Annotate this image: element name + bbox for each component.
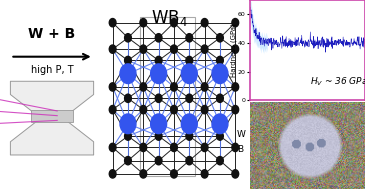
Circle shape — [201, 143, 208, 152]
Circle shape — [155, 34, 162, 42]
Circle shape — [124, 56, 131, 65]
Polygon shape — [10, 81, 93, 117]
Circle shape — [124, 156, 131, 165]
Circle shape — [170, 83, 177, 91]
Circle shape — [181, 64, 197, 84]
Circle shape — [212, 64, 228, 84]
Circle shape — [212, 114, 228, 134]
Text: $H_V$ ~ 36 GPa: $H_V$ ~ 36 GPa — [310, 76, 365, 88]
Circle shape — [216, 56, 223, 65]
Circle shape — [186, 132, 193, 140]
Circle shape — [140, 143, 147, 152]
Circle shape — [232, 45, 239, 53]
Text: WB$_4$: WB$_4$ — [151, 8, 188, 28]
Circle shape — [232, 170, 239, 178]
Circle shape — [201, 105, 208, 114]
Circle shape — [186, 34, 193, 42]
Text: high P, T: high P, T — [31, 65, 73, 75]
Circle shape — [109, 45, 116, 53]
Circle shape — [201, 170, 208, 178]
Circle shape — [155, 94, 162, 102]
Text: B: B — [237, 145, 243, 154]
Circle shape — [170, 170, 177, 178]
Circle shape — [170, 19, 177, 27]
Circle shape — [109, 105, 116, 114]
Circle shape — [170, 143, 177, 152]
Circle shape — [186, 156, 193, 165]
Circle shape — [232, 83, 239, 91]
Circle shape — [170, 105, 177, 114]
Circle shape — [151, 114, 166, 134]
Circle shape — [140, 170, 147, 178]
Circle shape — [140, 19, 147, 27]
Circle shape — [170, 45, 177, 53]
Circle shape — [155, 56, 162, 65]
Circle shape — [216, 132, 223, 140]
Bar — [31, 110, 73, 122]
Circle shape — [140, 83, 147, 91]
Circle shape — [124, 132, 131, 140]
Circle shape — [120, 114, 136, 134]
Circle shape — [155, 132, 162, 140]
Polygon shape — [10, 119, 93, 155]
Circle shape — [216, 94, 223, 102]
Circle shape — [151, 64, 166, 84]
Circle shape — [181, 114, 197, 134]
Text: W: W — [237, 130, 246, 139]
Circle shape — [232, 143, 239, 152]
Circle shape — [186, 56, 193, 65]
Circle shape — [120, 64, 136, 84]
Circle shape — [109, 83, 116, 91]
Circle shape — [216, 156, 223, 165]
Text: W + B: W + B — [28, 27, 76, 41]
Circle shape — [155, 156, 162, 165]
Circle shape — [201, 83, 208, 91]
Circle shape — [232, 105, 239, 114]
Circle shape — [140, 45, 147, 53]
Bar — [140, 17, 195, 176]
Circle shape — [232, 19, 239, 27]
Circle shape — [124, 34, 131, 42]
Circle shape — [186, 94, 193, 102]
Circle shape — [201, 19, 208, 27]
Circle shape — [109, 143, 116, 152]
Circle shape — [140, 105, 147, 114]
Y-axis label: Hardness (GPa): Hardness (GPa) — [230, 23, 237, 77]
Circle shape — [109, 170, 116, 178]
Circle shape — [109, 19, 116, 27]
Circle shape — [216, 34, 223, 42]
Circle shape — [124, 94, 131, 102]
Circle shape — [201, 45, 208, 53]
